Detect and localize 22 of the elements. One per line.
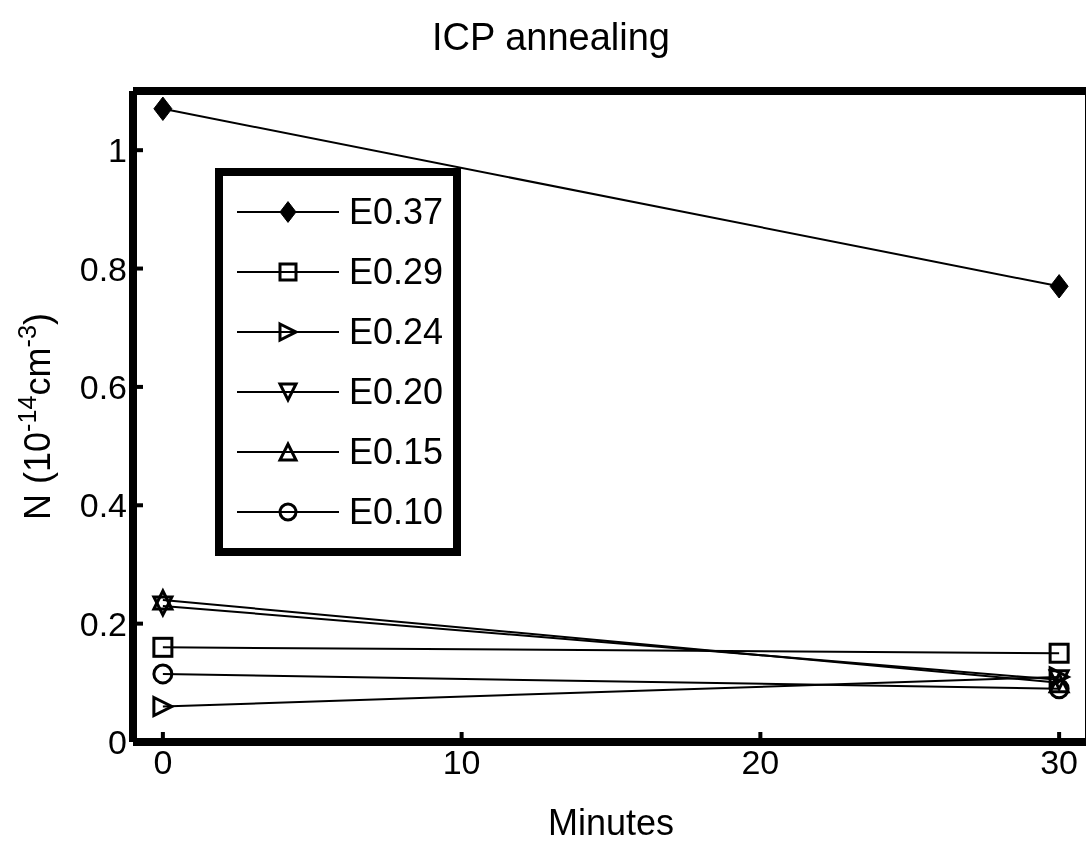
x-axis-title: Minutes [547, 802, 675, 843]
y-tick-label: 0.8 [79, 249, 127, 288]
y-tick-label: 0.2 [79, 604, 127, 643]
legend-label: E0.20 [349, 371, 444, 412]
legend-label: E0.10 [349, 491, 444, 532]
point [1048, 642, 1070, 664]
y-tick-label: 0.6 [79, 367, 127, 406]
y-tick-label: 0.4 [79, 486, 127, 525]
legend-label: E0.29 [349, 251, 444, 292]
x-tick-label: 20 [741, 743, 780, 782]
point [152, 663, 174, 685]
x-tick-label: 0 [153, 743, 173, 782]
y-tick-label: 1 [108, 131, 127, 170]
chart-title: ICP annealing [430, 16, 671, 59]
legend-label: E0.15 [349, 431, 444, 472]
x-tick-label: 10 [442, 743, 481, 782]
legend-label: E0.24 [349, 311, 444, 352]
legend-label: E0.37 [349, 191, 444, 232]
x-tick-label: 30 [1040, 743, 1079, 782]
point [153, 96, 173, 121]
point [1049, 274, 1069, 299]
point [152, 636, 174, 658]
